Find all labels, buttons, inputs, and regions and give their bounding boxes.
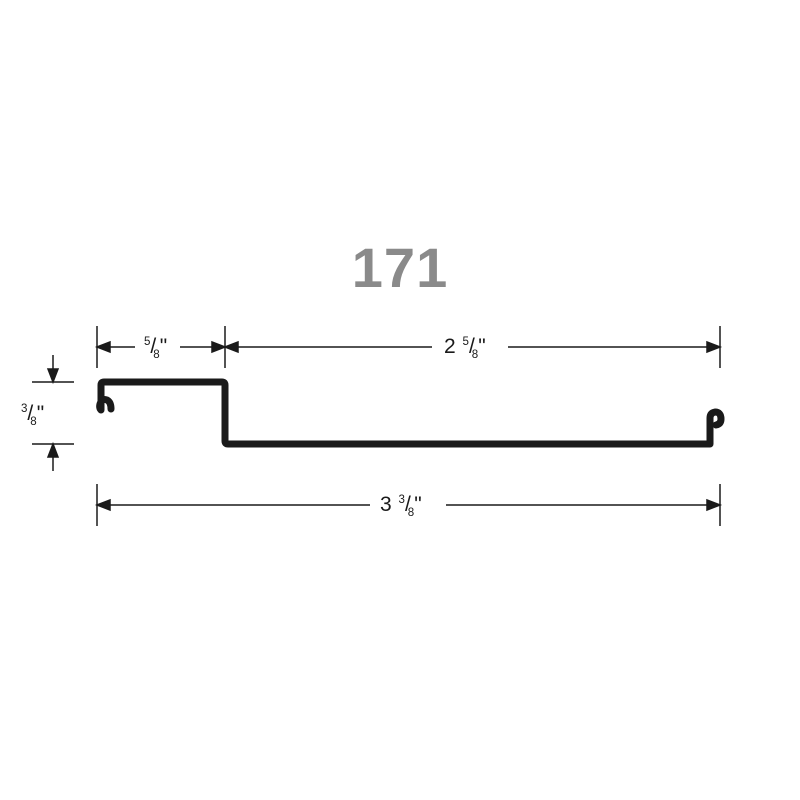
label-top-left: 5/8" xyxy=(143,335,167,361)
frac-3-3-8: 3/8 xyxy=(398,493,415,516)
frac-3-8: 3/8 xyxy=(20,402,37,425)
label-top-right: 2 5/8" xyxy=(444,335,486,361)
label-left-vertical: 3/8" xyxy=(20,402,44,428)
frac-5-8: 5/8 xyxy=(143,335,160,358)
diagram-svg xyxy=(0,0,800,800)
frac-2-5-8: 5/8 xyxy=(462,335,479,358)
profile-path xyxy=(100,382,721,444)
label-bottom: 3 3/8" xyxy=(380,493,422,519)
